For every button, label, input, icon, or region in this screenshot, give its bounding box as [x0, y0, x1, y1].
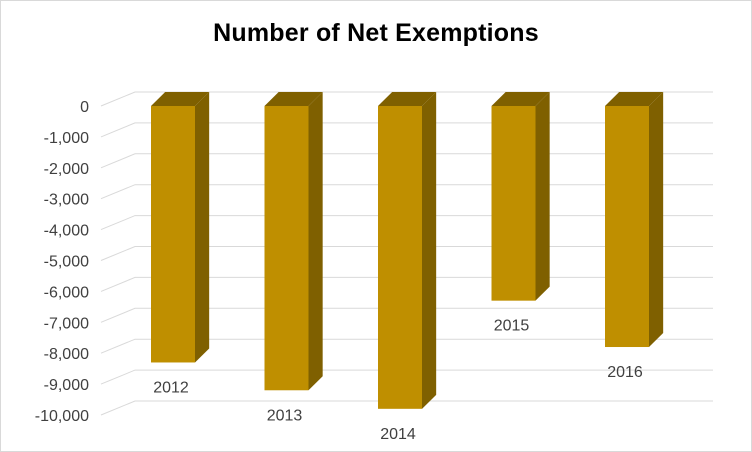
category-label: 2013 [267, 407, 303, 424]
bar [378, 106, 422, 409]
bar-side [195, 92, 210, 363]
category-label: 2016 [607, 364, 643, 381]
y-tick-label: -9,000 [44, 377, 89, 394]
bar [491, 106, 536, 301]
gridline [100, 307, 713, 323]
y-tick-label: -8,000 [44, 346, 89, 363]
chart-title: Number of Net Exemptions [213, 19, 539, 47]
y-tick-label: -7,000 [44, 315, 89, 332]
bar [605, 106, 649, 348]
y-tick-label: -2,000 [44, 161, 89, 178]
bar-top [151, 92, 210, 106]
bar-side [535, 92, 550, 301]
y-tick-label: -3,000 [44, 192, 89, 209]
category-label: 2014 [380, 426, 416, 443]
bar [264, 106, 309, 391]
bar-side [308, 92, 323, 391]
y-tick-label: -5,000 [44, 254, 89, 271]
y-tick-label: -1,000 [44, 130, 89, 147]
y-tick-label: 0 [80, 99, 89, 116]
bar-side [649, 92, 664, 348]
y-tick-label: -4,000 [44, 223, 89, 240]
bar-top [264, 92, 323, 106]
y-tick-label: -10,000 [35, 408, 89, 425]
bar-top [378, 92, 437, 106]
bar-top [491, 92, 550, 106]
gridline [100, 369, 713, 385]
gridline [100, 338, 713, 354]
bar-top [605, 92, 664, 106]
bar-side [422, 92, 437, 409]
gridline [100, 400, 713, 416]
category-label: 2012 [153, 379, 189, 396]
bar [151, 106, 195, 363]
category-label: 2015 [494, 318, 530, 335]
y-tick-label: -6,000 [44, 284, 89, 301]
